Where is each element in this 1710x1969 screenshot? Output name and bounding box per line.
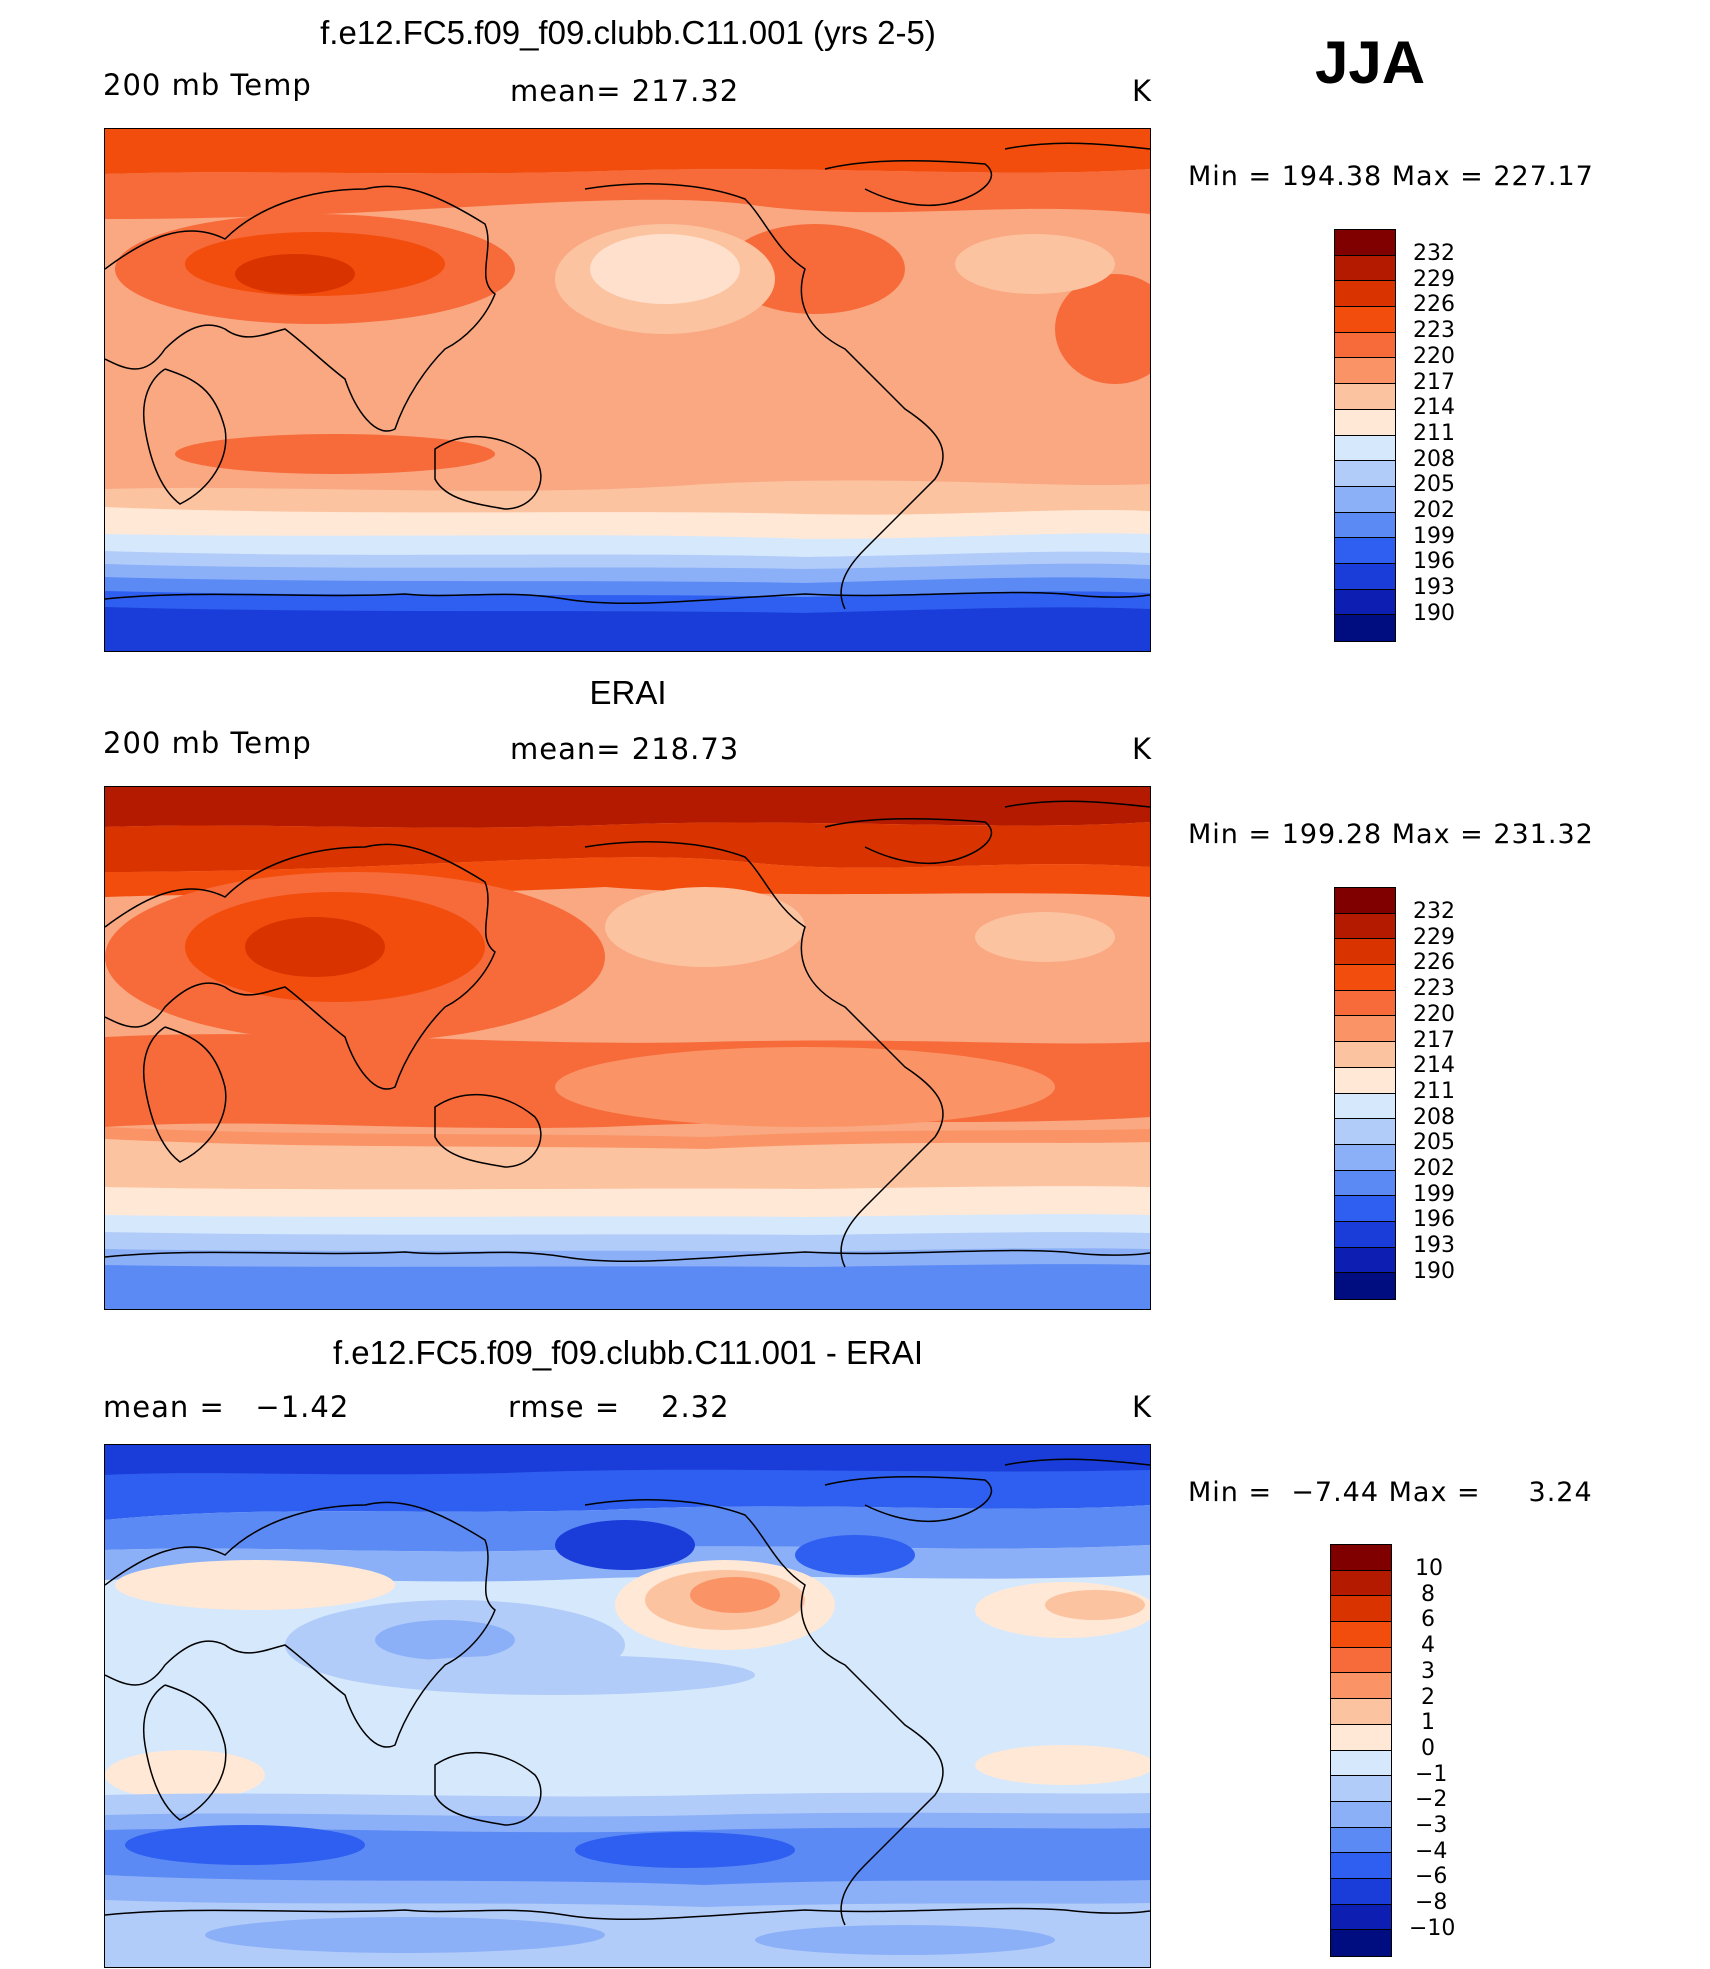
colorbar-tick-label: 208 <box>1413 1104 1455 1130</box>
colorbar-tick-label: 202 <box>1413 498 1455 523</box>
colorbar-tick-label: −8 <box>1415 1890 1448 1916</box>
colorbar-tick-label: 205 <box>1413 472 1455 498</box>
colorbar-model <box>1334 229 1396 642</box>
panel-title-model: f.e12.FC5.f09_f09.clubb.C11.001 (yrs 2-5… <box>320 14 936 51</box>
colorbar-tick-label: 229 <box>1413 924 1455 950</box>
colorbar-tick-label: 10 <box>1415 1556 1443 1581</box>
colorbar-tick-label: −3 <box>1415 1813 1448 1838</box>
map-model <box>104 128 1151 652</box>
colorbar-tick-label: −6 <box>1415 1864 1448 1890</box>
colorbar-tick-label: 196 <box>1413 549 1455 575</box>
colorbar-tick-label: 193 <box>1413 1233 1455 1259</box>
variable-label-model: 200 mb Temp <box>103 68 312 102</box>
colorbar-tick-label: 232 <box>1413 899 1455 924</box>
colorbar-tick-label: 3 <box>1421 1658 1435 1684</box>
panel-title-diff: f.e12.FC5.f09_f09.clubb.C11.001 - ERAI <box>332 1334 924 1371</box>
colorbar-tick-label: 214 <box>1413 395 1455 421</box>
colorbar-tick-label: 211 <box>1413 420 1455 446</box>
colorbar-tick-label: 223 <box>1413 976 1455 1002</box>
colorbar-tick-label: 214 <box>1413 1053 1455 1079</box>
colorbar-tick-label: 2 <box>1421 1684 1435 1710</box>
colorbar-tick-label: 226 <box>1413 950 1455 976</box>
rmse-label-diff: rmse = 2.32 <box>508 1390 730 1424</box>
colorbar-tick-label: 202 <box>1413 1156 1455 1181</box>
colorbar-diff <box>1330 1544 1392 1957</box>
colorbar-tick-label: 0 <box>1421 1735 1435 1761</box>
colorbar-tick-label: 205 <box>1413 1130 1455 1156</box>
colorbar-tick-label: 229 <box>1413 266 1455 292</box>
minmax-label-model: Min = 194.38 Max = 227.17 <box>1188 161 1594 192</box>
colorbar-tick-label: 190 <box>1413 600 1455 626</box>
colorbar-tick-label: 199 <box>1413 523 1455 549</box>
map-obs <box>104 786 1151 1310</box>
colorbar-tick-label: 220 <box>1413 343 1455 369</box>
colorbar-tick-label: 217 <box>1413 1027 1455 1053</box>
colorbar-tick-label: −2 <box>1415 1787 1448 1813</box>
colorbar-tick-label: −1 <box>1415 1761 1448 1787</box>
variable-label-obs: 200 mb Temp <box>103 726 312 760</box>
colorbar-tick-label: 217 <box>1413 369 1455 395</box>
units-label-model: K <box>1132 74 1153 108</box>
colorbar-tick-label: 193 <box>1413 575 1455 601</box>
colorbar-tick-label: 196 <box>1413 1207 1455 1233</box>
season-label: JJA <box>1315 29 1426 96</box>
units-label-obs: K <box>1132 732 1153 766</box>
colorbar-tick-label: −10 <box>1409 1915 1456 1941</box>
mean-label-model: mean= 217.32 <box>510 74 740 108</box>
colorbar-tick-label: 232 <box>1413 241 1455 266</box>
colorbar-tick-label: 211 <box>1413 1078 1455 1104</box>
colorbar-tick-label: 208 <box>1413 446 1455 472</box>
mean-label-diff: mean = −1.42 <box>103 1390 350 1424</box>
map-diff <box>104 1444 1151 1968</box>
colorbar-tick-label: 190 <box>1413 1258 1455 1284</box>
minmax-label-obs: Min = 199.28 Max = 231.32 <box>1188 819 1594 850</box>
units-label-diff: K <box>1132 1390 1153 1424</box>
colorbar-tick-label: 8 <box>1421 1581 1435 1607</box>
colorbar-tick-label: 220 <box>1413 1001 1455 1027</box>
colorbar-obs <box>1334 887 1396 1300</box>
mean-label-obs: mean= 218.73 <box>510 732 740 766</box>
colorbar-tick-label: 223 <box>1413 318 1455 344</box>
colorbar-tick-label: −4 <box>1415 1838 1448 1864</box>
colorbar-tick-label: 1 <box>1421 1710 1435 1736</box>
panel-title-obs: ERAI <box>589 674 667 711</box>
colorbar-tick-label: 6 <box>1421 1607 1435 1633</box>
colorbar-tick-label: 4 <box>1421 1633 1435 1659</box>
colorbar-tick-label: 199 <box>1413 1181 1455 1207</box>
colorbar-tick-label: 226 <box>1413 292 1455 318</box>
minmax-label-diff: Min = −7.44 Max = 3.24 <box>1188 1477 1593 1508</box>
